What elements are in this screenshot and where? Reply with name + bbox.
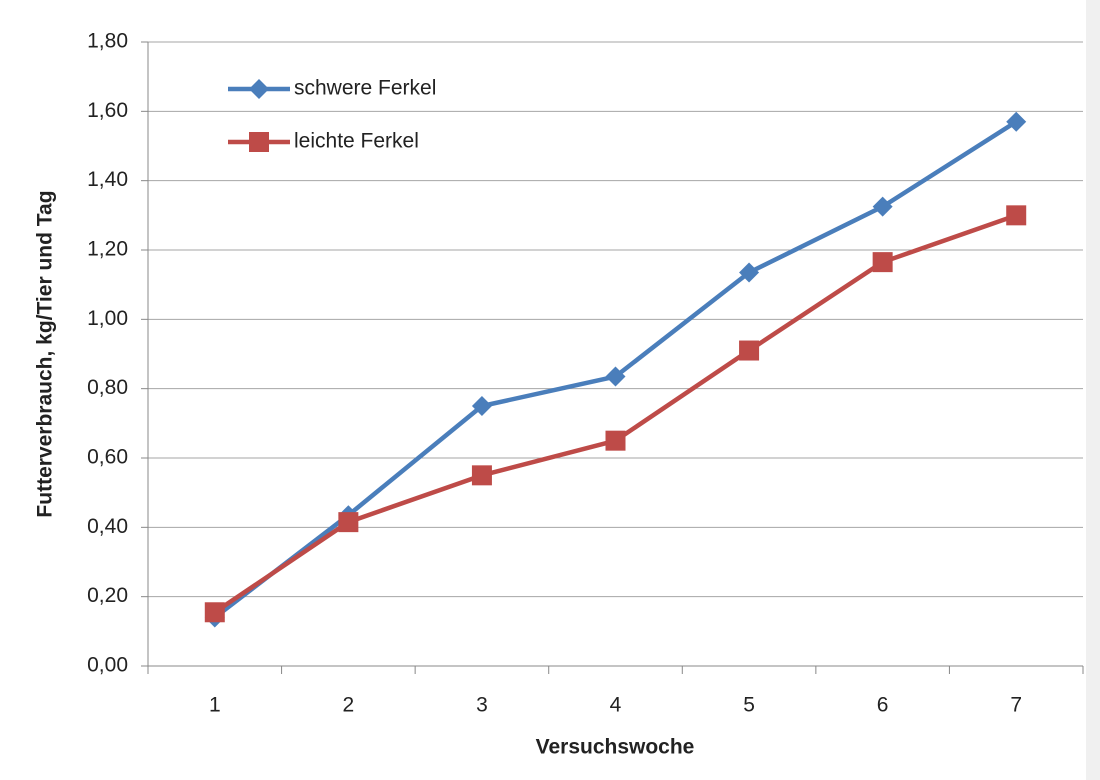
data-point: [338, 512, 359, 533]
y-tick-label: 1,20: [87, 238, 128, 261]
data-point: [1006, 111, 1027, 132]
x-tick-label: 6: [877, 694, 889, 717]
data-point: [471, 396, 492, 416]
y-tick-label: 1,80: [87, 30, 128, 53]
data-point: [605, 430, 626, 451]
y-tick-label: 0,60: [87, 446, 128, 469]
y-axis-title: Futterverbrauch, kg/Tier und Tag: [34, 190, 57, 517]
legend-label: schwere Ferkel: [294, 77, 436, 100]
data-point: [872, 252, 893, 273]
x-tick-label: 2: [343, 694, 355, 717]
legend-marker: [249, 79, 269, 99]
legend-marker: [249, 132, 269, 152]
data-point: [739, 262, 760, 283]
x-tick-label: 1: [209, 694, 221, 717]
x-tick-label: 7: [1010, 694, 1022, 717]
data-point: [1006, 205, 1027, 226]
data-point: [872, 196, 893, 217]
y-tick-label: 0,00: [87, 654, 128, 677]
x-tick-label: 4: [610, 694, 622, 717]
data-point: [739, 340, 760, 361]
data-point: [605, 366, 626, 387]
side-strip: [1086, 0, 1100, 780]
y-tick-label: 1,00: [87, 307, 128, 330]
y-tick-label: 0,20: [87, 584, 128, 607]
x-tick-label: 3: [476, 694, 488, 717]
y-tick-label: 0,80: [87, 376, 128, 399]
y-tick-label: 1,60: [87, 99, 128, 122]
data-point: [471, 465, 492, 486]
x-tick-label: 5: [743, 694, 755, 717]
y-tick-label: 0,40: [87, 515, 128, 538]
legend-label: leichte Ferkel: [294, 130, 419, 153]
y-tick-label: 1,40: [87, 168, 128, 191]
data-point: [204, 602, 225, 623]
x-axis-title: Versuchswoche: [536, 736, 695, 759]
series-line: [213, 213, 1017, 615]
